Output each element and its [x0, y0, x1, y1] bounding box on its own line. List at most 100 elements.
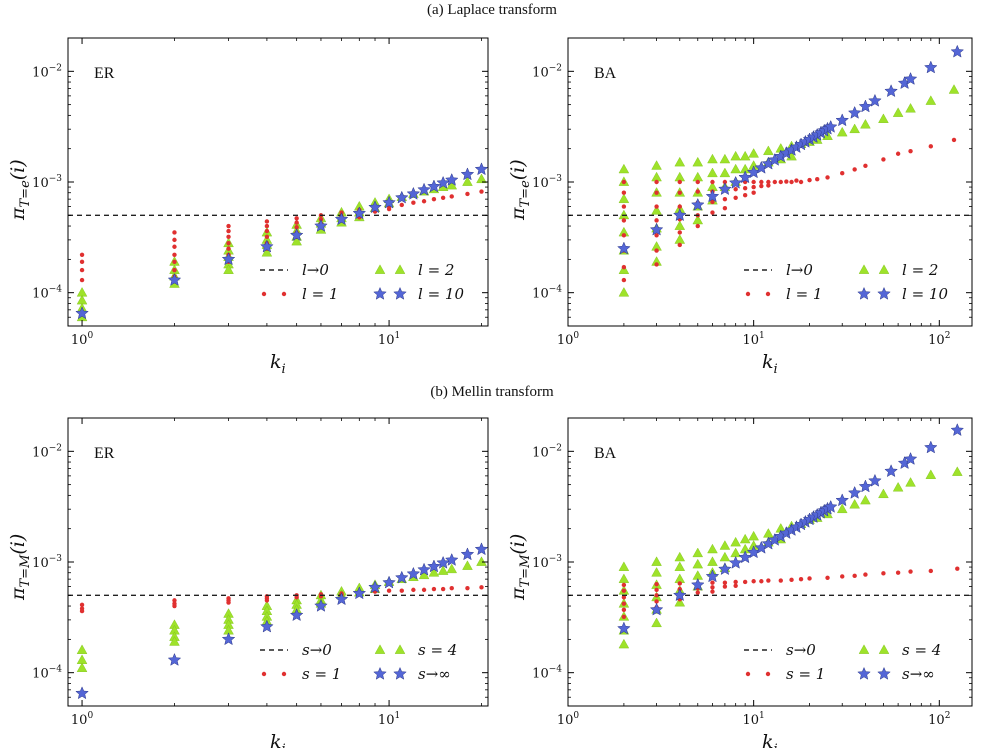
data-point-triangle: [730, 536, 741, 547]
data-point-star: [427, 559, 441, 573]
data-point-dot: [677, 230, 682, 235]
data-point-dot: [79, 602, 85, 608]
data-point-dot: [798, 179, 804, 185]
legend-marker: [877, 666, 891, 680]
y-tick-label: 10−4: [532, 285, 562, 302]
data-point-dot: [742, 192, 748, 198]
legend-item: s→0: [260, 641, 332, 659]
legend: l→0 l = 2 l = 1 l = 10: [744, 261, 948, 303]
data-point-dot: [621, 204, 627, 209]
svg-text:πT=e(i): πT=e(i): [7, 159, 33, 221]
y-tick-label: 10−2: [32, 63, 62, 80]
data-point-dot: [411, 200, 416, 205]
data-point-triangle: [719, 153, 731, 164]
data-point-star: [672, 588, 687, 602]
legend-label: s = 4: [418, 641, 457, 659]
data-point-dot: [772, 179, 778, 185]
data-point-star: [835, 113, 850, 127]
data-point-triangle: [651, 205, 662, 215]
data-point-dot: [695, 590, 700, 595]
data-point-star: [690, 197, 705, 211]
data-point-star: [289, 228, 304, 242]
x-tick-label: 102: [928, 711, 950, 728]
data-point-dot: [654, 248, 659, 253]
data-point-dot: [766, 179, 771, 185]
legend-item: s = 1: [261, 665, 341, 683]
data-point-star: [444, 172, 459, 186]
data-point-triangle: [849, 499, 860, 509]
data-point-dot: [815, 176, 820, 182]
data-point-dot: [742, 579, 748, 585]
data-point-dot: [294, 216, 299, 221]
data-point-dot: [654, 262, 659, 267]
data-point-triangle: [836, 126, 848, 137]
legend-marker: [393, 286, 407, 300]
chart-panel-4: 100 101 102 10−4 10−3 10−2 BA ki πT=M(i) s→0 s = 4…: [507, 417, 973, 748]
data-point-dot: [421, 199, 427, 204]
data-point-star: [705, 569, 720, 583]
data-point-dot: [863, 572, 868, 577]
legend-marker: [373, 286, 387, 300]
data-point-dot: [79, 608, 85, 614]
data-point-star: [617, 241, 631, 255]
section-title-mellin: (b) Mellin transform: [430, 384, 554, 400]
legend-label: s = 1: [302, 665, 341, 683]
data-point-star: [728, 555, 743, 569]
data-point-dot: [778, 179, 783, 185]
legend-item: l→0: [744, 261, 813, 279]
data-point-dot: [79, 277, 85, 283]
data-point-dot: [759, 179, 764, 185]
data-point-star: [474, 542, 488, 556]
data-point-dot: [440, 586, 446, 592]
data-point-star: [649, 222, 664, 236]
data-point-dot: [733, 579, 738, 585]
data-point-star: [718, 562, 732, 576]
data-point-dot: [677, 242, 682, 248]
y-tick-label: 10−2: [532, 443, 562, 460]
data-point-dot: [759, 183, 764, 189]
data-point-star: [394, 190, 409, 204]
data-point-star: [617, 621, 631, 635]
data-point-star: [427, 179, 441, 193]
data-point-star: [950, 44, 965, 58]
legend: s→0 s = 4 s = 1 s→∞: [744, 641, 941, 683]
svg-text:πT=M(i): πT=M(i): [507, 534, 533, 601]
data-point-dot: [431, 196, 437, 202]
data-point-triangle: [651, 617, 662, 628]
data-point-star: [436, 175, 450, 189]
data-point-triangle: [892, 107, 904, 117]
data-point-dot: [440, 195, 446, 200]
data-point-triangle: [76, 294, 88, 305]
data-point-triangle: [76, 644, 88, 654]
x-tick-label: 101: [378, 711, 400, 728]
data-point-star: [260, 239, 274, 253]
data-point-dot: [895, 151, 901, 156]
axes-frame: [67, 37, 489, 327]
plot-area: [68, 162, 488, 322]
data-point-dot: [654, 190, 659, 195]
data-point-dot: [928, 568, 934, 574]
data-point-dot: [226, 246, 231, 251]
data-point-star: [368, 580, 382, 594]
data-point-triangle: [730, 150, 741, 161]
data-point-triangle: [674, 234, 686, 244]
data-point-triangle: [692, 547, 704, 558]
data-point-star: [718, 182, 732, 196]
data-point-star: [823, 499, 838, 513]
data-point-triangle: [707, 543, 718, 554]
data-point-dot: [399, 588, 404, 593]
data-point-dot: [264, 234, 270, 239]
data-point-triangle: [76, 654, 88, 664]
legend-marker: [858, 644, 870, 654]
data-point-triangle: [748, 148, 759, 158]
data-point-star: [823, 119, 838, 133]
axes-frame: [67, 417, 489, 707]
data-point-star: [382, 575, 396, 589]
data-point-triangle: [730, 163, 741, 174]
data-point-triangle: [674, 156, 686, 167]
data-point-triangle: [892, 482, 904, 492]
chart-panel-2: 100 101 102 10−4 10−3 10−2 BA ki πT=e(i) l→0 l = 2…: [507, 37, 973, 377]
data-point-triangle: [748, 530, 759, 541]
data-point-dot: [695, 223, 700, 229]
